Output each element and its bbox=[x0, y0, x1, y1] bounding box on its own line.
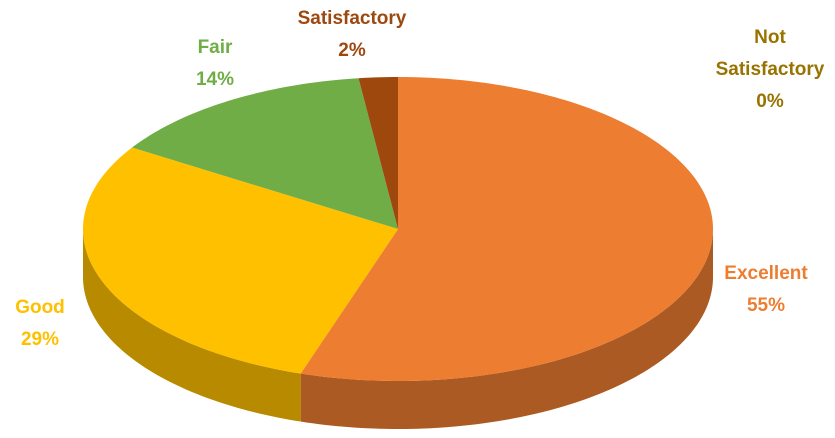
label-category: Excellent bbox=[724, 263, 808, 284]
label-value: 0% bbox=[756, 91, 784, 112]
slice bbox=[83, 147, 398, 374]
slice-side bbox=[300, 229, 713, 429]
label-category: Good bbox=[15, 297, 65, 318]
slice bbox=[132, 78, 399, 229]
label-value: 14% bbox=[195, 69, 235, 90]
label-value: 2% bbox=[338, 40, 366, 61]
label-category: Not Satisfactory bbox=[715, 27, 825, 80]
data-label: Satisfactory 2% bbox=[282, 3, 422, 67]
slice bbox=[300, 77, 713, 381]
label-value: 55% bbox=[746, 295, 786, 316]
slice-side bbox=[83, 229, 301, 422]
slice-side-shade bbox=[83, 229, 301, 422]
data-label: Not Satisfactory 0% bbox=[715, 22, 825, 118]
data-label: Excellent 55% bbox=[706, 258, 826, 322]
data-label: Fair 14% bbox=[175, 32, 255, 96]
slice-side-shade bbox=[300, 229, 713, 429]
data-label: Good 29% bbox=[0, 292, 80, 356]
label-category: Fair bbox=[197, 37, 233, 58]
label-value: 29% bbox=[20, 329, 60, 350]
label-category: Satisfactory bbox=[297, 8, 407, 29]
slice bbox=[358, 77, 398, 229]
